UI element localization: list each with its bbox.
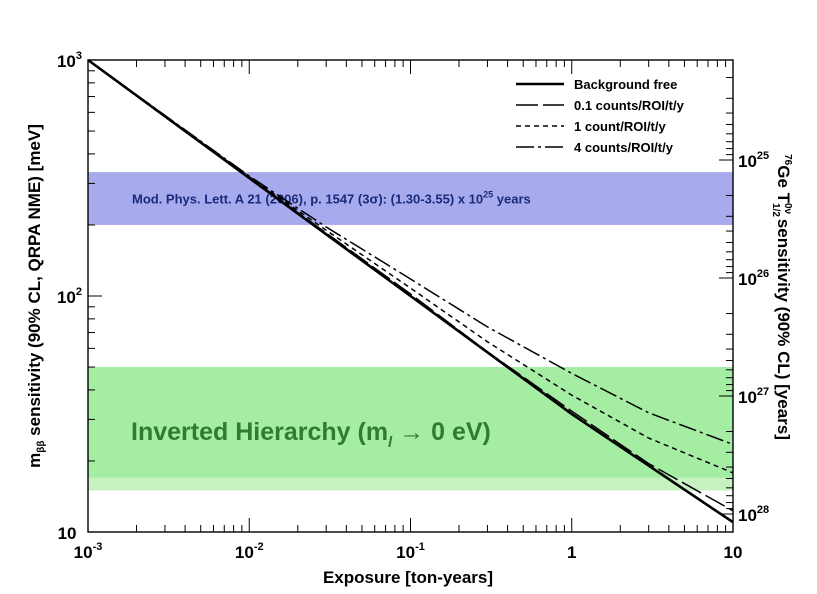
band-2 — [88, 367, 733, 478]
legend-label-3: 4 counts/ROI/t/y — [574, 140, 674, 155]
y2-tick-label-1: 1026 — [738, 268, 769, 289]
x-tick-label-4: 10 — [724, 543, 743, 562]
y-axis-symbol-sub: ββ — [36, 441, 47, 453]
x-tick-label-3: 1 — [567, 543, 576, 562]
y2-isotope-sup: 76 — [782, 154, 793, 166]
y2-tick-label-0: 1025 — [738, 150, 769, 171]
x-tick-label-2: 10-1 — [396, 541, 425, 562]
y2-tick-label-2: 1027 — [738, 386, 769, 407]
series-line-3 — [87, 59, 734, 446]
y2-axis-title: 76Ge T1/20ν sensitivity (90% CL) [years] — [770, 154, 793, 440]
x-axis-title: Exposure [ton-years] — [323, 568, 493, 587]
y-tick-label-1: 102 — [57, 286, 82, 307]
y-axis-main: sensitivity (90% CL, QRPA NME) [meV] — [25, 124, 44, 436]
y-tick-label-0: 10 — [58, 522, 82, 543]
y-axis-symbol: m — [25, 453, 44, 468]
y-axis-title: mββ sensitivity (90% CL, QRPA NME) [meV] — [25, 124, 47, 468]
band-label-citation: Mod. Phys. Lett. A 21 (2006), p. 1547 (3… — [132, 190, 531, 207]
band-label-inverted-hierarchy: Inverted Hierarchy (ml → 0 eV) — [131, 418, 491, 451]
legend-label-1: 0.1 counts/ROI/t/y — [574, 98, 685, 113]
series-line-0 — [87, 58, 734, 524]
x-tick-label-0: 10-3 — [74, 541, 103, 562]
axes-group: 10-3 10-2 10-1 1 10 10 102 103 1025 1026 1027 1028 — [57, 50, 769, 562]
x-tick-label-1: 10-2 — [235, 541, 264, 562]
series-line-2 — [87, 59, 734, 474]
legend-label-2: 1 count/ROI/t/y — [574, 119, 667, 134]
band-0 — [88, 172, 733, 225]
y-tick-label-2: 103 — [57, 50, 82, 71]
y2-tick-label-3: 1028 — [738, 504, 769, 525]
bands-group: Mod. Phys. Lett. A 21 (2006), p. 1547 (3… — [88, 172, 733, 491]
series-group — [87, 58, 734, 524]
legend: Background free 0.1 counts/ROI/t/y 1 count… — [516, 77, 685, 155]
legend-label-0: Background free — [574, 77, 677, 92]
